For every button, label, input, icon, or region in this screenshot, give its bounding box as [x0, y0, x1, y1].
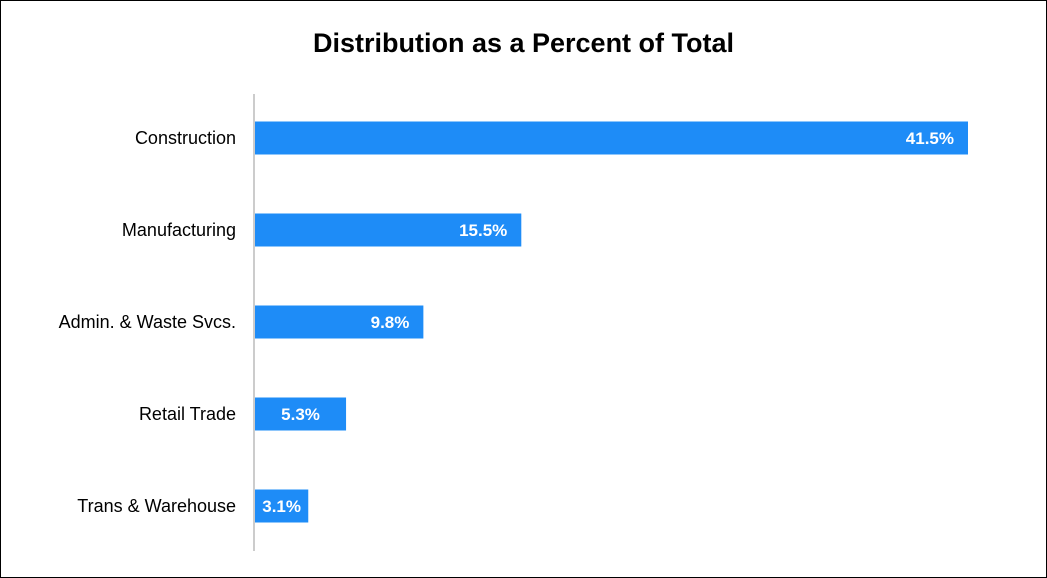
- bar-admin-waste-svcs: [255, 305, 424, 339]
- category-label-retail-trade: Retail Trade: [139, 404, 236, 424]
- category-label-construction: Construction: [135, 128, 236, 148]
- chart-title: Distribution as a Percent of Total: [312, 28, 735, 58]
- bar-trans-warehouse: [255, 489, 309, 523]
- category-label-trans-warehouse: Trans & Warehouse: [77, 496, 236, 516]
- bar-group: Construction 41.5% Manufacturing 15.5% Admin…: [59, 121, 968, 523]
- value-label-manufacturing: 15.5%: [459, 221, 507, 240]
- bar-manufacturing: [255, 213, 522, 247]
- bar-retail-trade: [255, 397, 347, 431]
- value-label-construction: 41.5%: [906, 129, 954, 148]
- value-label-admin-waste-svcs: 9.8%: [371, 313, 410, 332]
- bar-construction: [255, 121, 968, 155]
- category-label-manufacturing: Manufacturing: [122, 220, 236, 240]
- category-label-admin-waste-svcs: Admin. & Waste Svcs.: [59, 312, 236, 332]
- value-label-retail-trade: 5.3%: [281, 405, 320, 424]
- value-label-trans-warehouse: 3.1%: [262, 497, 301, 516]
